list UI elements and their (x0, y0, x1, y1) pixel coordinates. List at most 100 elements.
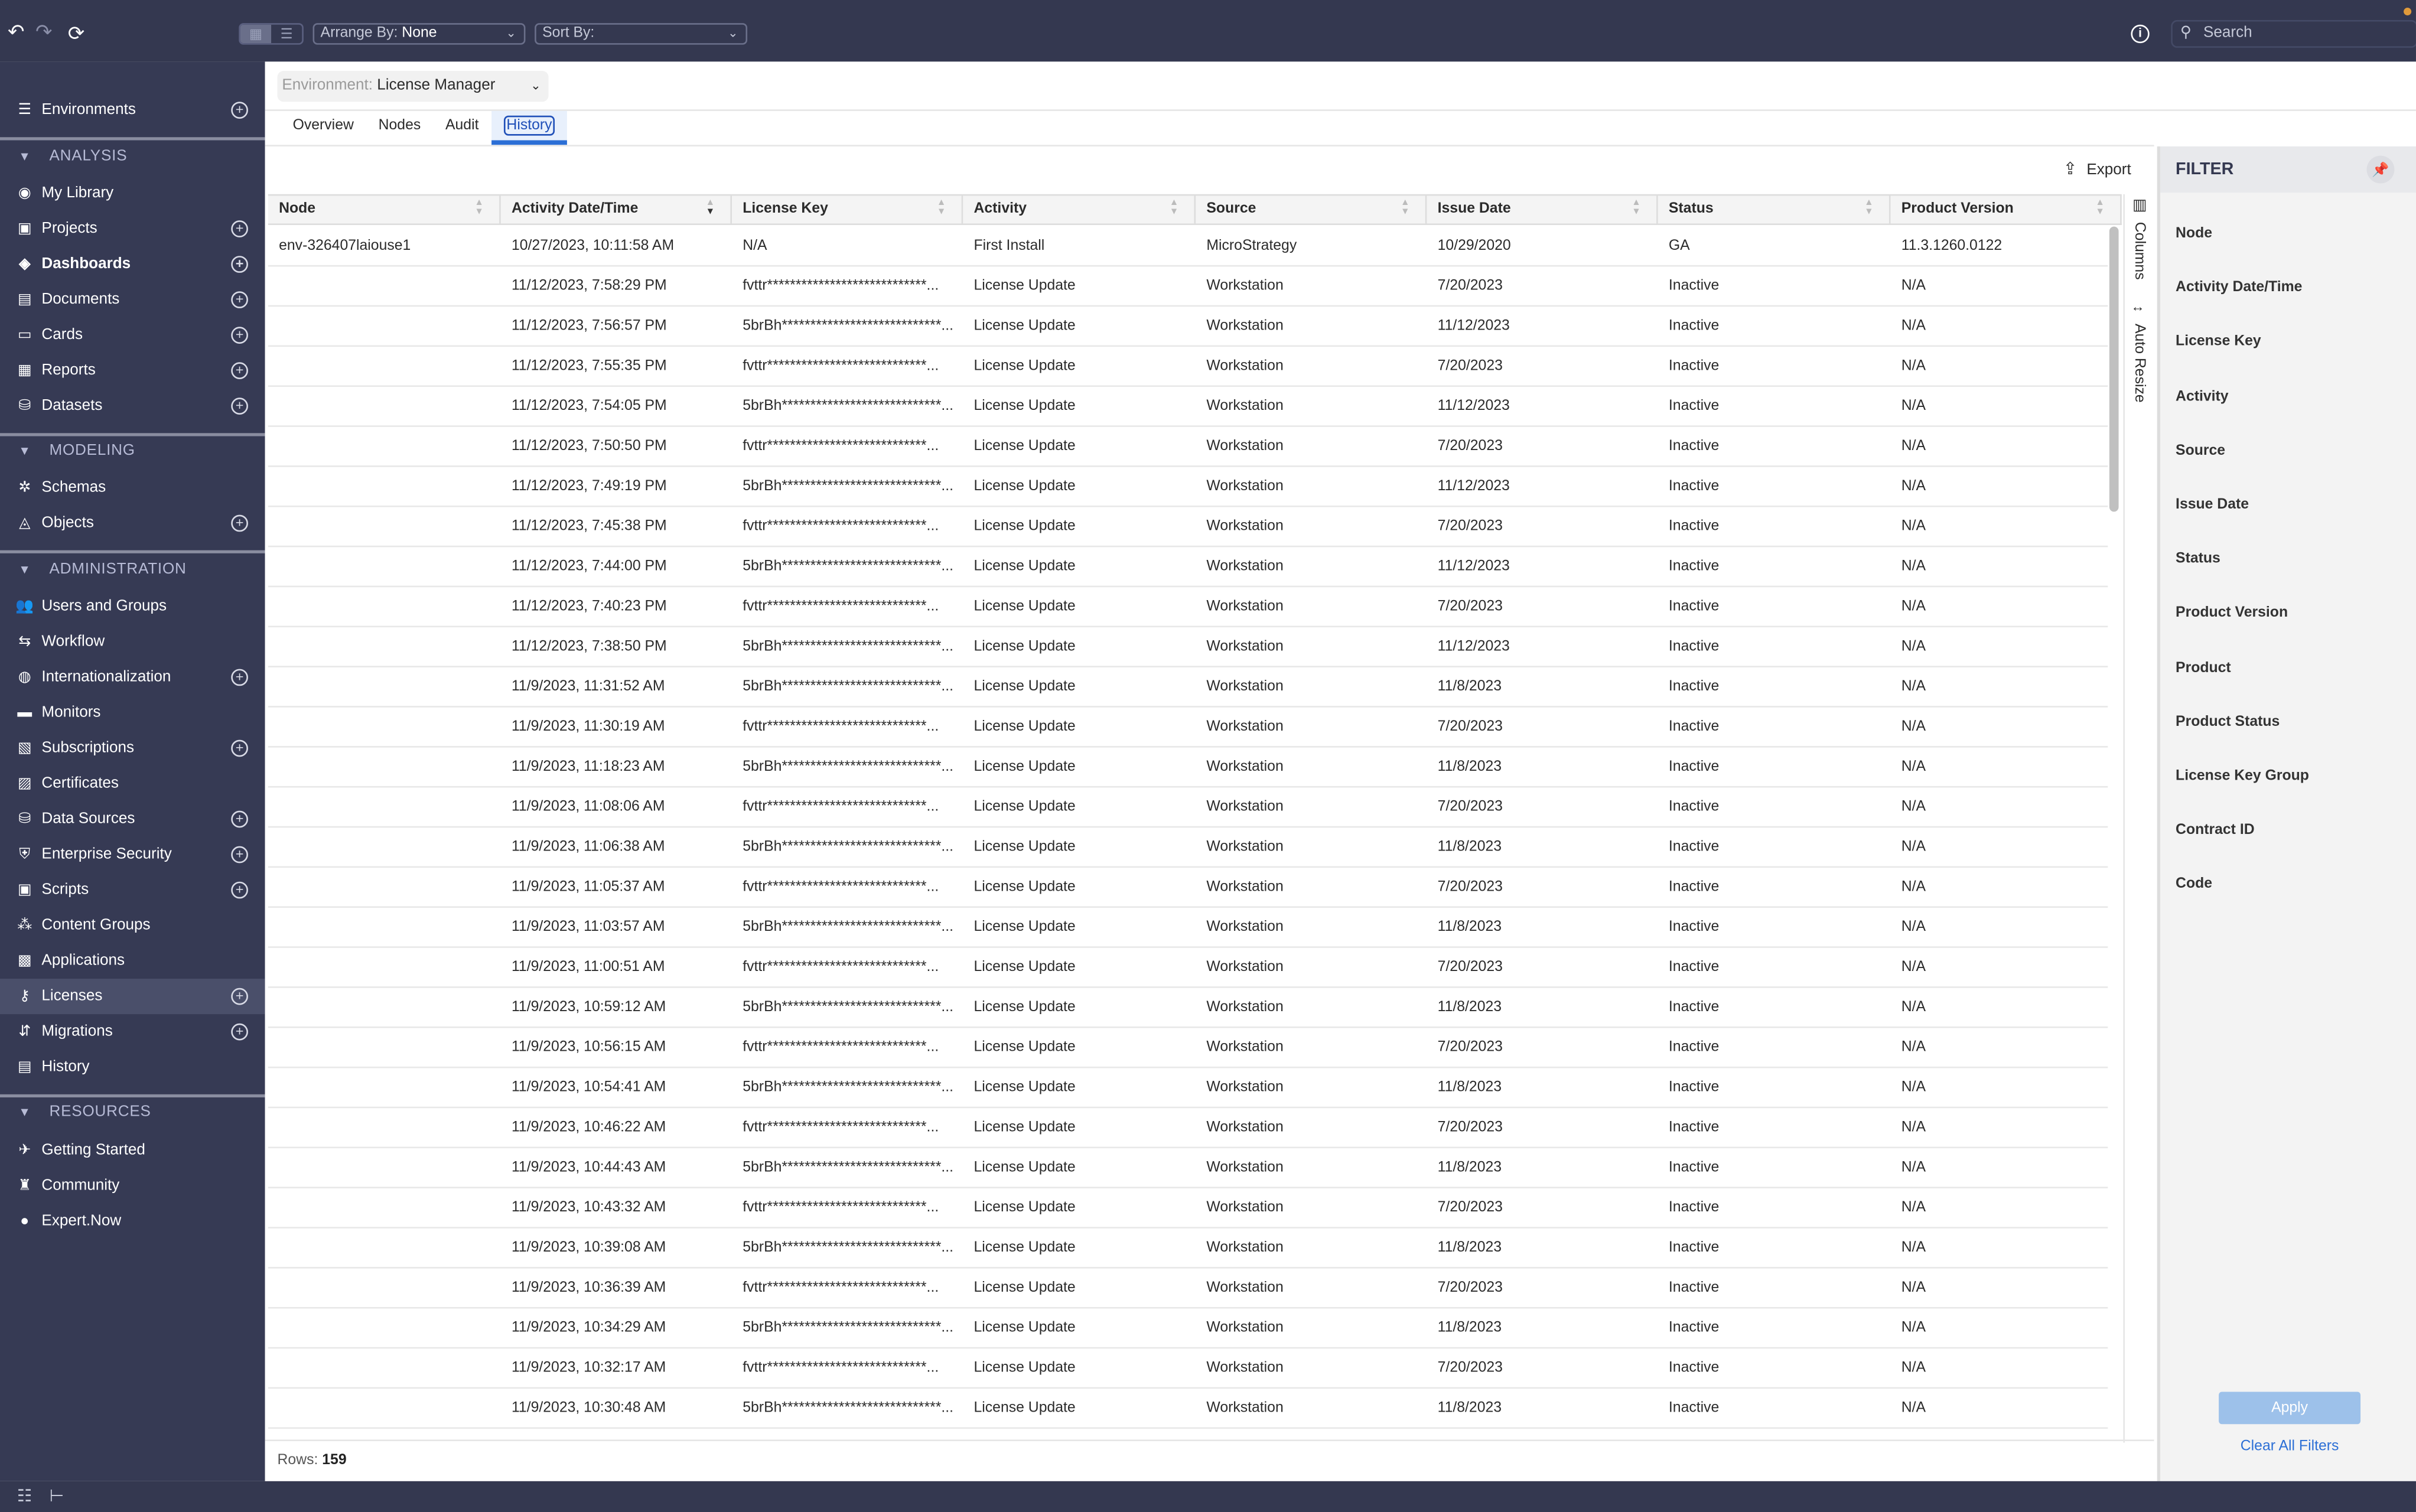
table-row[interactable]: 11/9/2023, 11:31:52 AM 5brBh*************… (268, 667, 2108, 708)
table-row[interactable]: 11/12/2023, 7:55:35 PM fvttr*************… (268, 347, 2108, 387)
sort-icon[interactable]: ▲ ▼ (474, 199, 484, 217)
table-row[interactable]: 11/12/2023, 7:56:57 PM 5brBh*************… (268, 307, 2108, 347)
filter-item-activity-date-time[interactable]: Activity Date/Time (2176, 279, 2303, 296)
redo-icon[interactable]: ↷ (35, 19, 53, 44)
list-icon[interactable]: ☷ (17, 1487, 32, 1506)
undo-icon[interactable]: ↶ (8, 19, 25, 44)
sidebar-item-projects[interactable]: ▣ Projects + (0, 210, 265, 246)
add-icon[interactable]: + (231, 290, 248, 308)
sidebar-item-history[interactable]: ▤ History (0, 1049, 265, 1084)
column-header-issue-date[interactable]: Issue Date ▲ ▼ (1427, 195, 1658, 226)
sort-icon[interactable]: ▲ ▼ (1401, 199, 1410, 217)
auto-resize-icon[interactable]: ↔ (2131, 299, 2145, 315)
export-button[interactable]: ⇪ Export (2063, 160, 2131, 179)
tab-audit[interactable]: Audit (433, 111, 491, 145)
table-row[interactable]: 11/9/2023, 10:36:39 AM fvttr*************… (268, 1269, 2108, 1309)
columns-button[interactable]: Columns (2131, 221, 2148, 280)
auto-resize-button[interactable]: Auto Resize (2131, 324, 2148, 403)
tab-nodes[interactable]: Nodes (366, 111, 433, 145)
filter-item-activity[interactable]: Activity (2176, 387, 2229, 405)
table-row[interactable]: 11/9/2023, 11:18:23 AM 5brBh*************… (268, 748, 2108, 788)
sidebar-item-cards[interactable]: ▭ Cards + (0, 317, 265, 352)
table-row[interactable]: 11/9/2023, 10:30:48 AM 5brBh*************… (268, 1389, 2108, 1429)
info-icon[interactable]: i (2131, 24, 2150, 44)
sidebar-item-community[interactable]: ♜ Community (0, 1168, 265, 1203)
filter-item-license-key[interactable]: License Key (2176, 333, 2261, 351)
table-row[interactable]: 11/9/2023, 11:08:06 AM fvttr*************… (268, 788, 2108, 828)
sidebar-item-internationalization[interactable]: ◍ Internationalization + (0, 659, 265, 695)
column-header-activity-date-time[interactable]: Activity Date/Time ▲ ▼ (501, 195, 732, 226)
table-row[interactable]: 11/12/2023, 7:50:50 PM fvttr*************… (268, 427, 2108, 467)
sidebar-item-applications[interactable]: ▩ Applications (0, 943, 265, 978)
column-header-license-key[interactable]: License Key ▲ ▼ (732, 195, 963, 226)
table-row[interactable]: 11/9/2023, 10:54:41 AM 5brBh*************… (268, 1068, 2108, 1109)
sidebar-item-monitors[interactable]: ▬ Monitors (0, 695, 265, 730)
sidebar-item-schemas[interactable]: ✲ Schemas (0, 470, 265, 505)
table-row[interactable]: 11/9/2023, 10:39:08 AM 5brBh*************… (268, 1228, 2108, 1269)
add-icon[interactable]: + (231, 1022, 248, 1040)
table-row[interactable]: 11/9/2023, 11:00:51 AM fvttr*************… (268, 948, 2108, 988)
table-row[interactable]: env-326407laiouse1 10/27/2023, 10:11:58 A… (268, 227, 2108, 267)
add-icon[interactable]: + (231, 739, 248, 757)
sort-icon[interactable]: ▲ ▼ (937, 199, 946, 217)
tab-overview[interactable]: Overview (281, 111, 366, 145)
filter-item-source[interactable]: Source (2176, 442, 2226, 460)
environment-dropdown[interactable]: Environment: License Manager ⌄ (277, 71, 549, 102)
table-row[interactable]: 11/12/2023, 7:38:50 PM 5brBh*************… (268, 627, 2108, 667)
filter-item-status[interactable]: Status (2176, 550, 2220, 568)
sidebar-item-scripts[interactable]: ▣ Scripts + (0, 872, 265, 907)
filter-item-product-version[interactable]: Product Version (2176, 604, 2288, 622)
table-row[interactable]: 11/9/2023, 11:30:19 AM fvttr*************… (268, 708, 2108, 748)
sidebar-item-dashboards[interactable]: ◈ Dashboards + (0, 246, 265, 281)
table-row[interactable]: 11/12/2023, 7:44:00 PM 5brBh*************… (268, 547, 2108, 588)
sort-icon[interactable]: ▲ ▼ (2095, 199, 2105, 217)
table-row[interactable]: 11/9/2023, 10:59:12 AM 5brBh*************… (268, 988, 2108, 1028)
refresh-icon[interactable]: ⟳ (67, 21, 85, 45)
sort-by-dropdown[interactable]: Sort By: ⌄ (535, 23, 748, 45)
filter-item-license-key-group[interactable]: License Key Group (2176, 767, 2309, 785)
pin-icon[interactable]: 📌 (2366, 155, 2395, 184)
filter-item-product-status[interactable]: Product Status (2176, 713, 2280, 731)
add-icon[interactable]: + (231, 219, 248, 237)
sort-icon[interactable]: ▲ ▼ (706, 199, 715, 217)
add-icon[interactable]: + (231, 668, 248, 685)
sidebar-item-environments[interactable]: ☰ Environments + (0, 92, 265, 127)
add-icon[interactable]: + (231, 881, 248, 898)
add-icon[interactable]: + (231, 514, 248, 532)
sidebar-section-modeling[interactable]: ▼ MODELING (0, 436, 265, 467)
table-row[interactable]: 11/9/2023, 10:44:43 AM 5brBh*************… (268, 1148, 2108, 1189)
add-icon[interactable]: + (231, 325, 248, 343)
column-header-product-version[interactable]: Product Version ▲ ▼ (1891, 195, 2122, 226)
grid-view-icon[interactable]: ▦ (240, 24, 272, 44)
sort-icon[interactable]: ▲ ▼ (1864, 199, 1874, 217)
add-icon[interactable]: + (231, 396, 248, 414)
arrange-by-dropdown[interactable]: Arrange By: None ⌄ (312, 23, 526, 45)
filter-item-contract-id[interactable]: Contract ID (2176, 822, 2255, 839)
vertical-scrollbar[interactable] (2109, 226, 2119, 512)
add-icon[interactable]: + (231, 100, 248, 118)
sidebar-item-datasets[interactable]: ⛁ Datasets + (0, 387, 265, 423)
sidebar-item-expert-now[interactable]: ● Expert.Now (0, 1203, 265, 1239)
table-row[interactable]: 11/9/2023, 10:43:32 AM fvttr*************… (268, 1188, 2108, 1228)
apply-button[interactable]: Apply (2219, 1392, 2361, 1425)
sidebar-item-workflow[interactable]: ⇆ Workflow (0, 624, 265, 659)
filter-item-code[interactable]: Code (2176, 876, 2213, 893)
table-row[interactable]: 11/9/2023, 11:03:57 AM 5brBh*************… (268, 908, 2108, 948)
columns-icon[interactable]: ▥ (2132, 197, 2147, 214)
filter-item-product[interactable]: Product (2176, 659, 2231, 676)
add-icon[interactable]: + (231, 987, 248, 1005)
table-row[interactable]: 11/12/2023, 7:45:38 PM fvttr*************… (268, 507, 2108, 548)
sidebar-item-subscriptions[interactable]: ▧ Subscriptions + (0, 730, 265, 765)
table-row[interactable]: 11/9/2023, 11:05:37 AM fvttr*************… (268, 868, 2108, 908)
sidebar-section-resources[interactable]: ▼ RESOURCES (0, 1097, 265, 1128)
tree-icon[interactable]: ⊢ (49, 1487, 64, 1506)
table-row[interactable]: 11/12/2023, 7:49:19 PM 5brBh*************… (268, 467, 2108, 507)
add-icon[interactable]: + (231, 361, 248, 379)
sidebar-item-data-sources[interactable]: ⛁ Data Sources + (0, 801, 265, 836)
table-row[interactable]: 11/9/2023, 10:46:22 AM fvttr*************… (268, 1108, 2108, 1149)
tab-history[interactable]: History (491, 110, 568, 145)
add-icon[interactable]: + (231, 810, 248, 827)
sidebar-item-users-and-groups[interactable]: 👥 Users and Groups (0, 588, 265, 624)
search-input[interactable]: ⚲ Search (2171, 19, 2416, 48)
sidebar-item-licenses[interactable]: ⚷ Licenses + (0, 977, 265, 1014)
